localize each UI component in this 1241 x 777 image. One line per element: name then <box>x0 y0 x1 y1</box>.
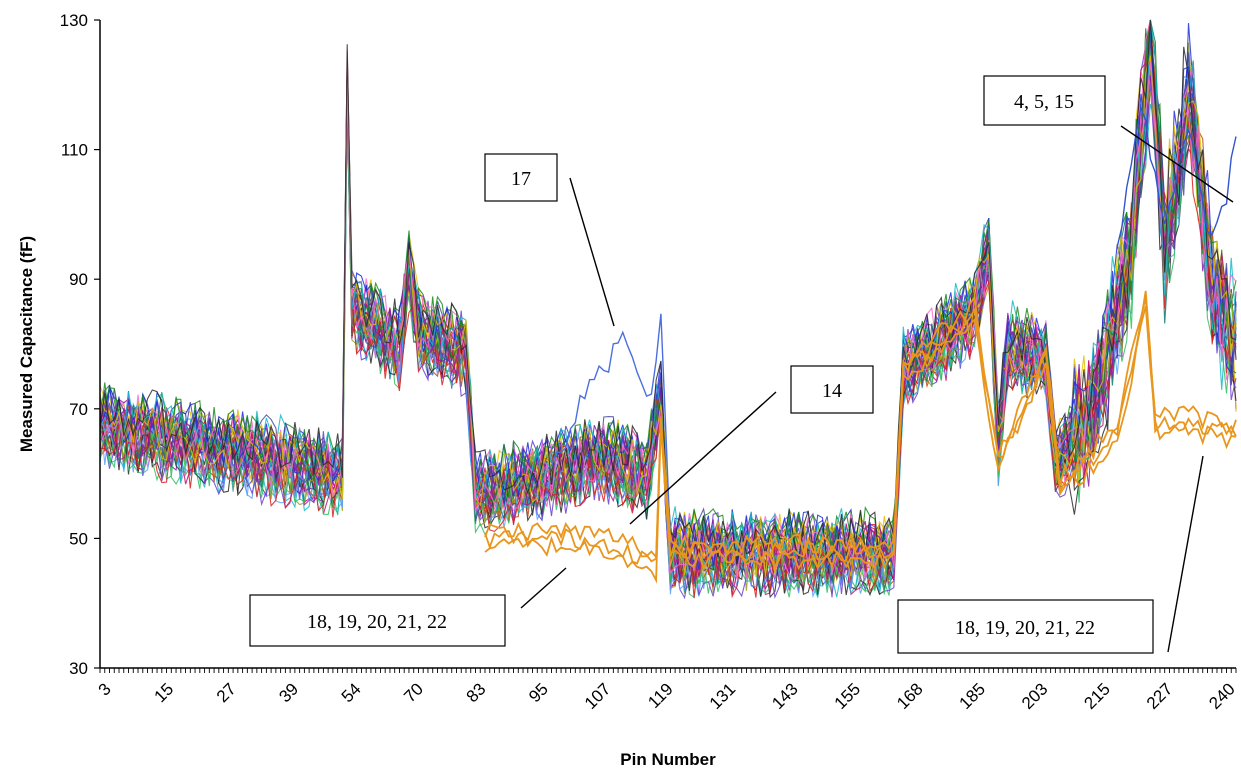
callout-4-5-15: 4, 5, 15 <box>983 75 1234 203</box>
x-tick-label: 185 <box>956 679 989 712</box>
callout-4-5-15-label: 4, 5, 15 <box>1014 91 1074 113</box>
callout-18-22-left-label: 18, 19, 20, 21, 22 <box>307 611 447 633</box>
x-axis-title: Pin Number <box>620 750 716 769</box>
x-tick-label: 39 <box>275 679 302 706</box>
x-tick-label: 54 <box>338 679 365 706</box>
x-tick-label: 83 <box>463 679 490 706</box>
axis-layer <box>99 20 1236 669</box>
callout-18-22-right-label: 18, 19, 20, 21, 22 <box>955 617 1095 639</box>
y-tick-label: 30 <box>69 659 88 678</box>
y-tick-label: 130 <box>60 11 88 30</box>
highlighted-series-line <box>484 295 1237 560</box>
callout-14-leader <box>629 391 777 525</box>
series-layer <box>99 19 1237 600</box>
callout-18-22-right-leader <box>1167 455 1204 653</box>
x-tick-label: 143 <box>768 679 801 712</box>
x-tick-label: 227 <box>1143 679 1176 712</box>
highlighted-series-line <box>1116 105 1237 247</box>
y-tick-label: 90 <box>69 270 88 289</box>
x-tick-label: 168 <box>893 679 926 712</box>
x-tick-label: 240 <box>1205 679 1238 712</box>
callout-18-22-left-leader <box>520 567 567 609</box>
x-tick-label: 203 <box>1018 679 1051 712</box>
callout-18-22-right: 18, 19, 20, 21, 22 <box>897 455 1204 654</box>
callout-14: 14 <box>629 365 874 525</box>
x-tick-label: 95 <box>525 679 552 706</box>
highlighted-series-line <box>484 290 1237 565</box>
x-tick-label: 15 <box>150 679 177 706</box>
callout-17-label: 17 <box>511 168 531 190</box>
callout-4-5-15-leader <box>1120 125 1234 203</box>
y-tick-label: 70 <box>69 400 88 419</box>
x-tick-label: 215 <box>1080 679 1113 712</box>
x-tick-label: 107 <box>581 679 614 712</box>
y-tick-label: 50 <box>69 529 88 548</box>
highlighted-series-line <box>550 313 672 545</box>
callout-14-label: 14 <box>822 380 842 402</box>
callout-17: 17 <box>484 153 615 327</box>
callout-18-22-left: 18, 19, 20, 21, 22 <box>249 567 567 647</box>
x-tick-label: 131 <box>706 679 739 712</box>
y-ticks: 30 50 70 90 110 130 <box>60 11 100 678</box>
highlighted-series-line <box>484 305 1237 584</box>
y-axis-title: Measured Capacitance (fF) <box>17 236 36 452</box>
y-tick-label: 110 <box>61 141 88 160</box>
x-tick-label: 3 <box>95 679 115 699</box>
x-ticks: 3 15 27 39 54 70 83 95 107 119 131 143 155 168 185 203 2… <box>95 668 1239 713</box>
callout-17-leader <box>569 177 615 327</box>
x-tick-label: 70 <box>400 679 427 706</box>
x-tick-label: 119 <box>644 679 677 712</box>
x-tick-label: 27 <box>213 679 240 706</box>
x-tick-label: 155 <box>831 679 864 712</box>
